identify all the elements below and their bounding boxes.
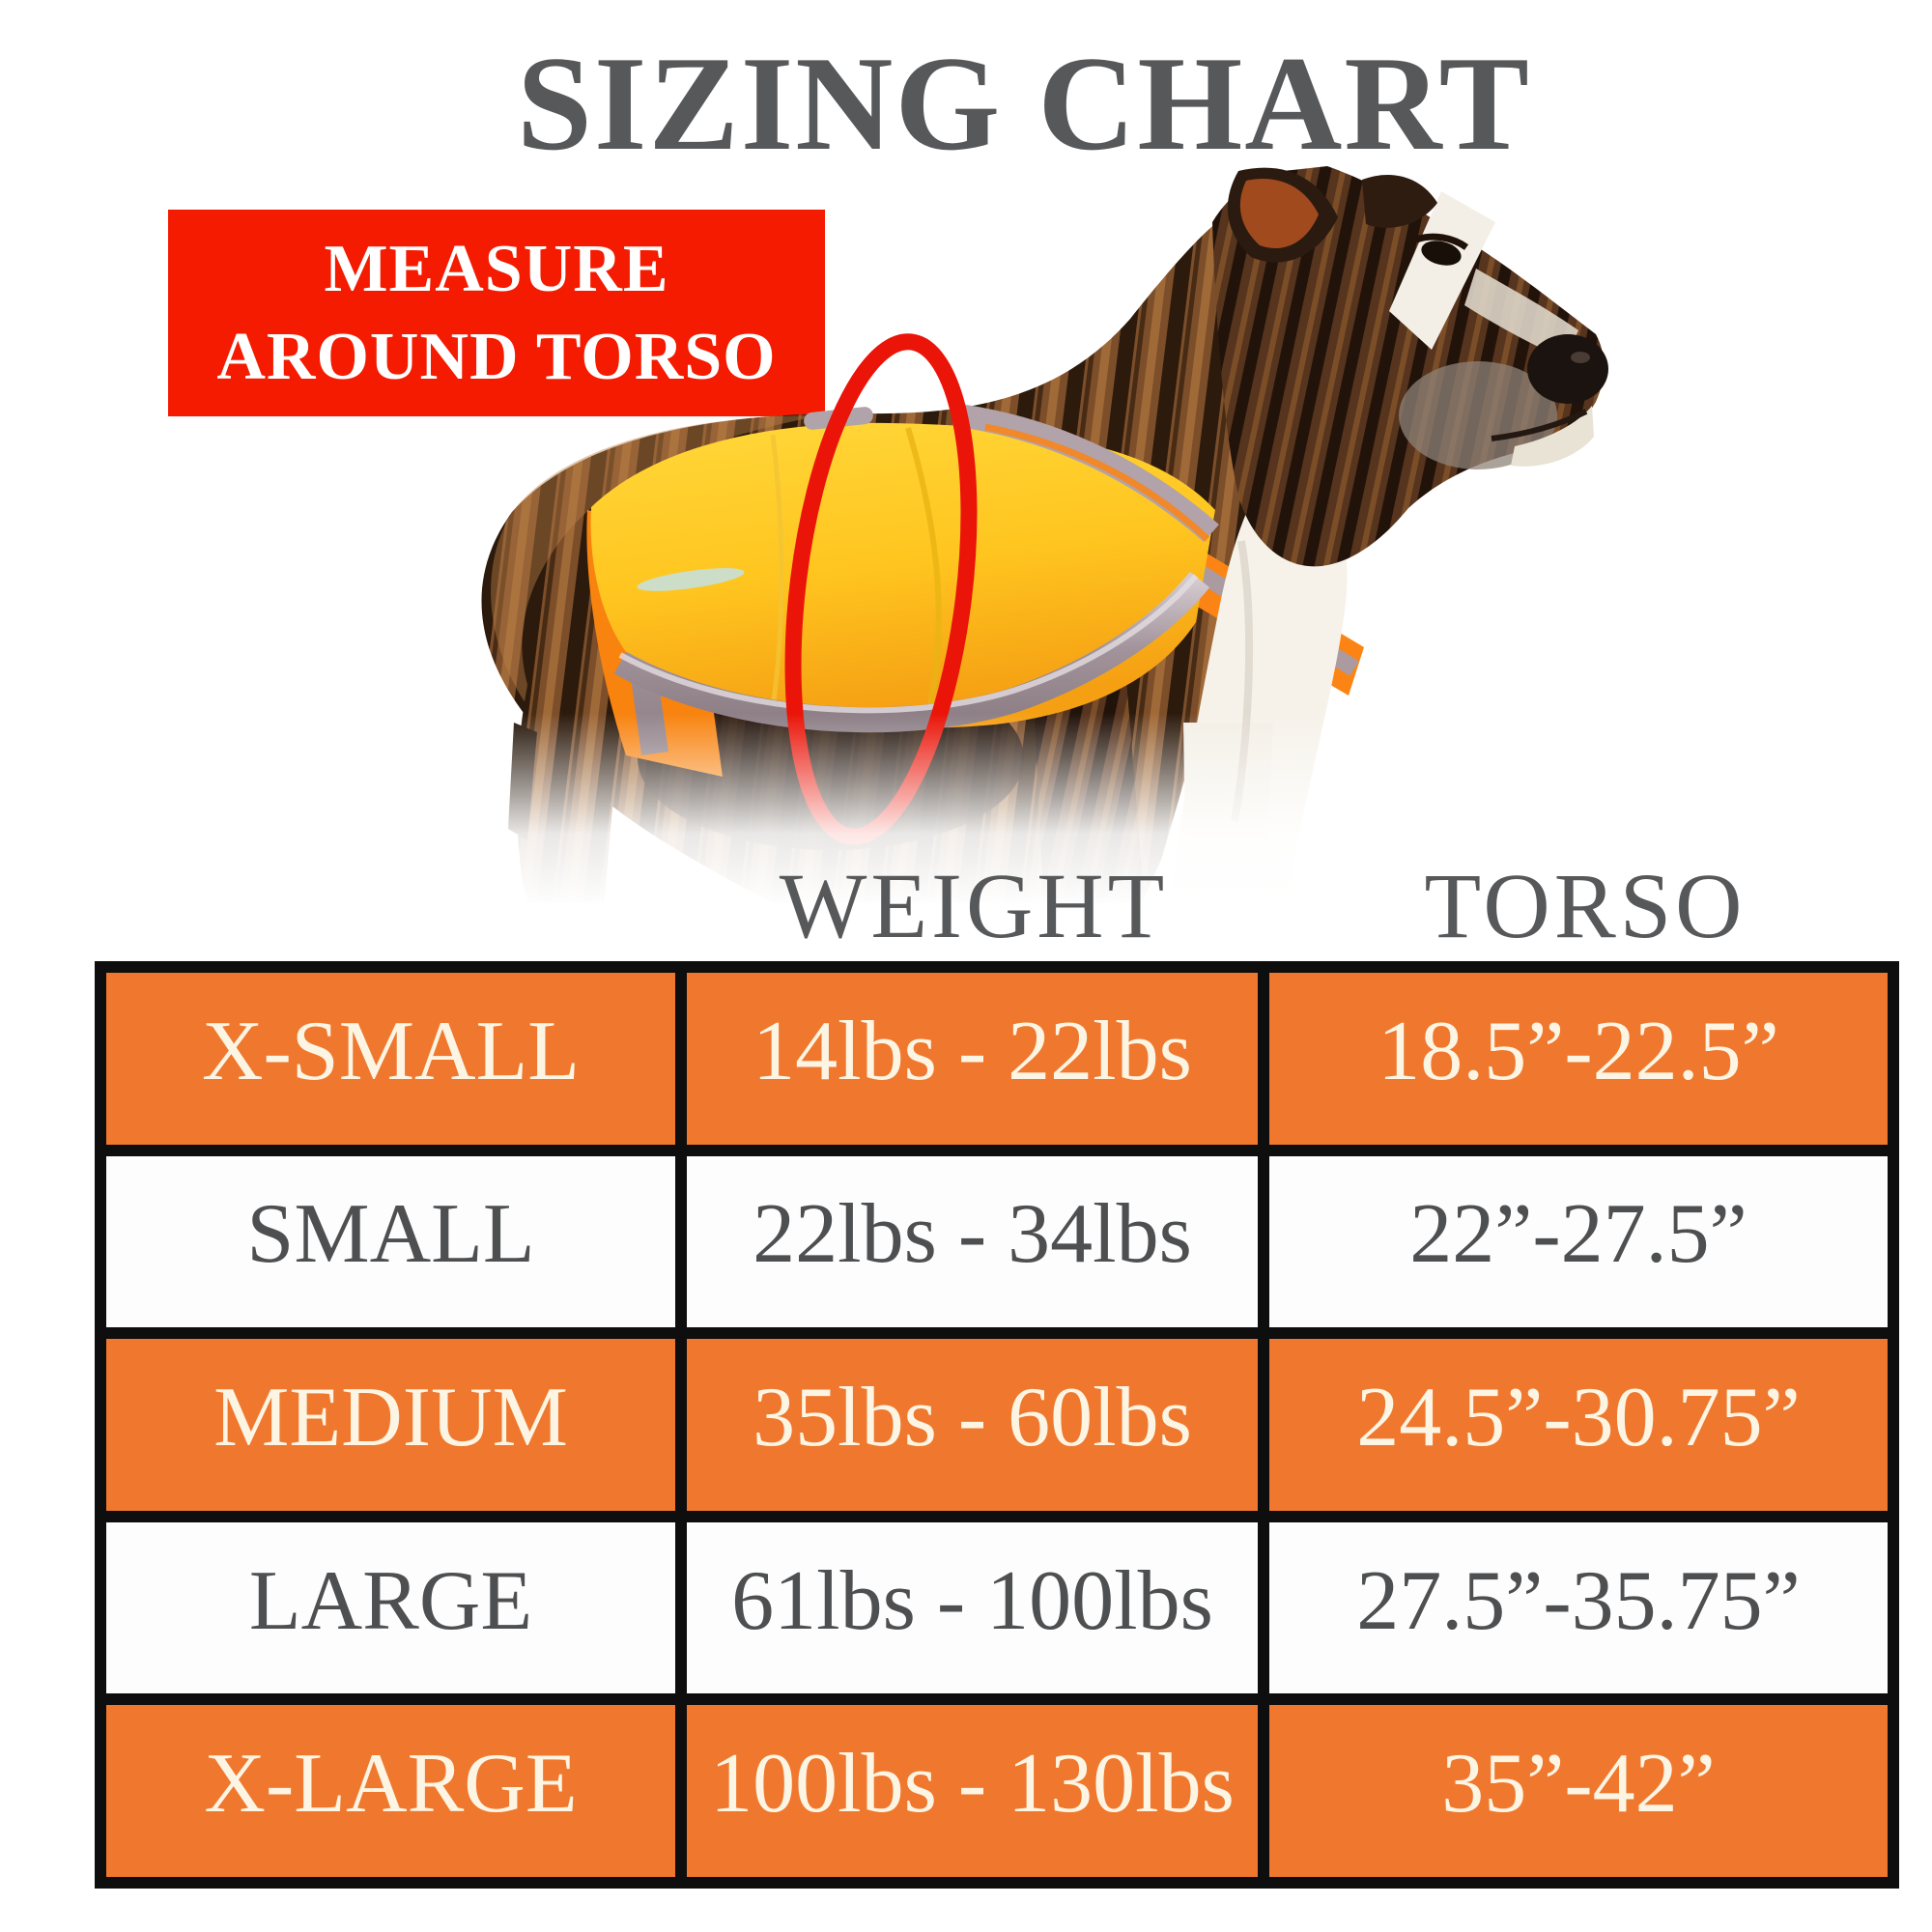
sizing-table: X-SMALL 14lbs - 22lbs 18.5”-22.5” SMALL …	[95, 961, 1899, 1889]
page-title: SIZING CHART	[517, 29, 1531, 179]
dog-head	[1212, 166, 1608, 567]
table-column-headers: WEIGHT TORSO	[0, 854, 1932, 964]
size-label-cell: X-LARGE	[106, 1705, 675, 1877]
measure-instruction-line1: MEASURE	[324, 232, 669, 306]
measure-instruction-line2: AROUND TORSO	[216, 320, 777, 394]
torso-value-cell: 22”-27.5”	[1269, 1155, 1888, 1328]
torso-value-cell: 35”-42”	[1269, 1705, 1888, 1877]
weight-value-cell: 100lbs - 130lbs	[687, 1705, 1258, 1877]
size-label-cell: X-SMALL	[106, 973, 675, 1145]
torso-column-header: TORSO	[1424, 854, 1747, 957]
torso-value-cell: 24.5”-30.75”	[1269, 1339, 1888, 1511]
weight-value-cell: 22lbs - 34lbs	[687, 1155, 1258, 1328]
torso-value-cell: 18.5”-22.5”	[1269, 973, 1888, 1145]
size-label-cell: MEDIUM	[106, 1339, 675, 1511]
size-label-cell: LARGE	[106, 1521, 675, 1694]
dog-photo	[367, 166, 1719, 908]
weight-value-cell: 61lbs - 100lbs	[687, 1521, 1258, 1694]
weight-column-header: WEIGHT	[779, 854, 1169, 957]
size-label-cell: SMALL	[106, 1155, 675, 1328]
measure-instruction-badge: MEASURE AROUND TORSO	[168, 210, 825, 416]
photo-fade	[367, 713, 1719, 908]
torso-value-cell: 27.5”-35.75”	[1269, 1521, 1888, 1694]
weight-value-cell: 35lbs - 60lbs	[687, 1339, 1258, 1511]
weight-value-cell: 14lbs - 22lbs	[687, 973, 1258, 1145]
